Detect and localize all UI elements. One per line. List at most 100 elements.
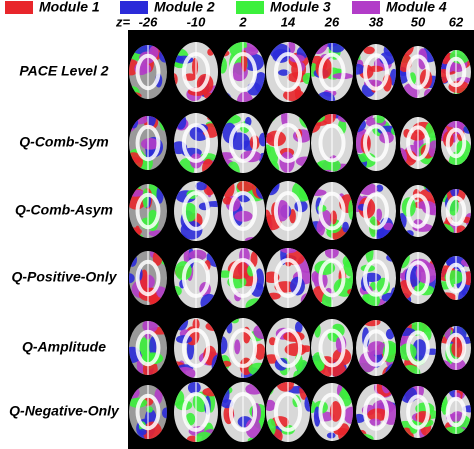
region xyxy=(138,428,147,436)
legend-label: Module 3 xyxy=(270,0,331,15)
region xyxy=(311,400,316,414)
region xyxy=(375,225,384,239)
brain-slice xyxy=(129,321,167,375)
z-value: 2 xyxy=(238,14,247,29)
legend-swatch xyxy=(120,1,148,14)
region xyxy=(375,184,384,192)
region xyxy=(462,271,471,286)
z-value: 50 xyxy=(411,14,426,29)
region xyxy=(413,139,421,148)
legend-swatch xyxy=(5,1,33,14)
region xyxy=(222,196,233,205)
region xyxy=(412,339,427,361)
brain-slice xyxy=(400,117,436,169)
region xyxy=(129,273,135,284)
region xyxy=(254,343,265,360)
region xyxy=(183,248,190,265)
brain-slice xyxy=(441,189,471,233)
brain-slice xyxy=(311,249,353,307)
brain-regions xyxy=(174,382,218,442)
region xyxy=(450,358,467,370)
region xyxy=(365,250,374,263)
region xyxy=(141,63,152,74)
legend-label: Module 2 xyxy=(154,0,215,15)
brain-regions xyxy=(221,42,265,102)
region xyxy=(236,181,254,193)
z-value: 38 xyxy=(369,14,384,29)
region xyxy=(186,435,198,442)
region xyxy=(191,57,199,76)
region xyxy=(298,345,310,353)
region xyxy=(187,382,201,394)
z-value: -26 xyxy=(139,14,159,29)
brain-regions xyxy=(441,121,471,165)
legend-label: Module 1 xyxy=(39,0,100,15)
region xyxy=(294,321,303,333)
region xyxy=(400,213,407,230)
row-label: Q-Positive-Only xyxy=(11,269,117,285)
region xyxy=(302,72,310,85)
region xyxy=(234,339,241,355)
region xyxy=(149,336,157,357)
brain-slice xyxy=(356,44,396,100)
region xyxy=(342,221,349,233)
brain-slice xyxy=(174,382,218,442)
region xyxy=(178,158,195,173)
region xyxy=(367,341,387,355)
row-label: Q-Comb-Sym xyxy=(19,134,108,150)
region xyxy=(374,115,385,124)
region xyxy=(258,132,265,147)
brain-slice xyxy=(311,182,353,240)
region xyxy=(326,432,336,439)
row-label: Q-Comb-Asym xyxy=(15,202,113,218)
brain-slice xyxy=(441,121,471,165)
brain-slice xyxy=(221,42,265,102)
region xyxy=(221,57,228,74)
brain-slice xyxy=(266,42,310,102)
region xyxy=(236,91,254,102)
brain-regions xyxy=(356,44,396,100)
z-value: 26 xyxy=(324,14,340,29)
brain-regions xyxy=(400,322,436,374)
region xyxy=(195,181,207,191)
region xyxy=(363,46,375,55)
region xyxy=(174,389,185,406)
brain-slice xyxy=(221,318,265,378)
legend-swatch xyxy=(236,1,264,14)
region xyxy=(140,138,160,150)
brain-regions xyxy=(356,115,396,171)
region xyxy=(343,406,353,425)
region xyxy=(279,248,299,254)
brain-regions xyxy=(356,183,396,239)
region xyxy=(254,268,265,291)
region xyxy=(245,418,261,439)
region xyxy=(188,249,207,261)
region xyxy=(389,68,396,86)
legend-swatch xyxy=(352,1,380,14)
z-value: 14 xyxy=(281,14,296,29)
legend-label: Module 4 xyxy=(386,0,447,15)
brain-slice xyxy=(174,113,218,173)
brain-regions xyxy=(441,256,471,300)
region xyxy=(278,69,290,76)
region xyxy=(221,336,228,354)
brain-slice xyxy=(441,256,471,300)
region xyxy=(304,395,310,412)
region xyxy=(367,408,389,422)
z-label: z= xyxy=(115,14,131,29)
region xyxy=(142,321,158,333)
region xyxy=(327,159,341,172)
region xyxy=(450,189,460,197)
brain-slice xyxy=(311,383,353,441)
region xyxy=(369,418,381,426)
region xyxy=(161,407,167,419)
region xyxy=(375,208,383,221)
region xyxy=(276,382,294,392)
brain-regions xyxy=(311,249,353,307)
region xyxy=(329,401,342,422)
z-value: 62 xyxy=(449,14,464,29)
row-label: Q-Negative-Only xyxy=(9,403,120,419)
brain-regions xyxy=(311,182,353,240)
brain-slice xyxy=(400,322,436,374)
